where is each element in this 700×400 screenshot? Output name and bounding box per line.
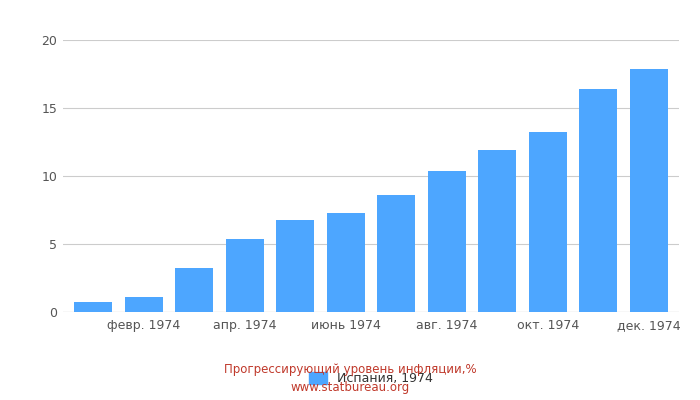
Bar [327,213,365,312]
Text: Прогрессирующий уровень инфляции,%: Прогрессирующий уровень инфляции,% [224,364,476,376]
Bar [478,150,516,312]
Bar [226,238,264,312]
Bar [276,220,314,312]
Bar [428,170,466,312]
Bar [125,297,162,312]
Bar [528,132,567,312]
Bar [377,195,415,312]
Text: www.statbureau.org: www.statbureau.org [290,382,410,394]
Bar [74,302,112,312]
Legend: Испания, 1974: Испания, 1974 [304,367,438,390]
Bar [580,89,617,312]
Bar [630,68,668,312]
Bar [175,268,214,312]
